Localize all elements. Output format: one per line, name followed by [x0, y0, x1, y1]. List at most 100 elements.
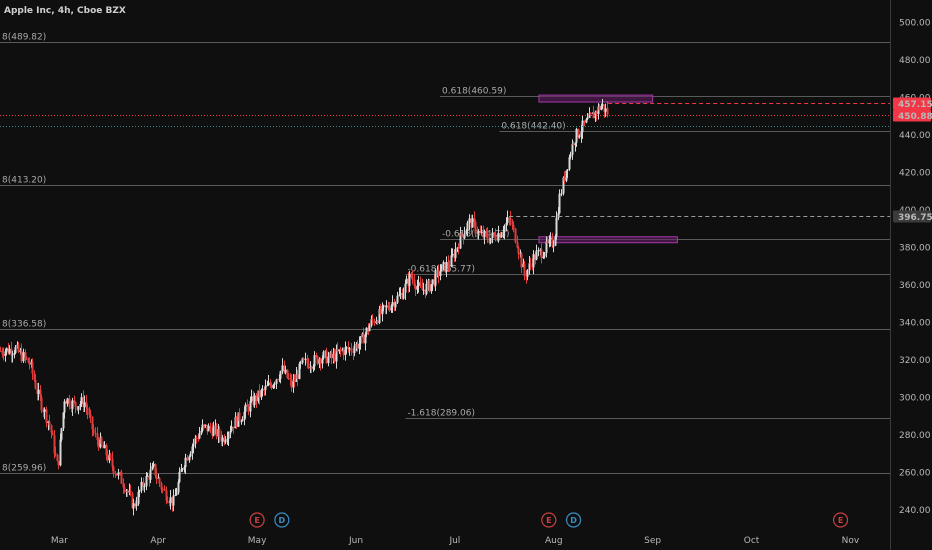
candle-body	[604, 108, 607, 112]
event-marker-label: D	[279, 516, 286, 525]
candle-body	[410, 273, 413, 277]
candle-body	[195, 437, 198, 439]
candle-body	[307, 363, 310, 369]
candle-body	[543, 252, 546, 257]
candle-body	[359, 336, 362, 344]
candle-body	[413, 279, 416, 286]
candle-body	[197, 438, 200, 440]
candle-body	[549, 237, 552, 240]
candle-body	[201, 424, 204, 431]
candle-body	[115, 474, 118, 476]
candle-body	[342, 349, 345, 356]
candle-body	[57, 461, 60, 466]
candle-body	[578, 135, 581, 138]
candle-body	[298, 363, 301, 379]
candle-body	[451, 253, 454, 256]
candle-body	[175, 492, 178, 496]
candle-body	[28, 362, 31, 365]
candle-body	[468, 218, 471, 223]
candle-body	[316, 356, 319, 364]
candle-body	[463, 233, 466, 239]
candle-body	[253, 395, 256, 405]
candle-body	[371, 319, 374, 321]
candle-body	[43, 409, 46, 413]
candle-body	[569, 154, 572, 158]
time-tick-label: May	[248, 536, 267, 546]
candle-body	[77, 406, 80, 410]
candle-body	[112, 466, 115, 474]
candle-body	[439, 271, 442, 276]
candle-body	[321, 358, 324, 364]
candle-body	[284, 369, 287, 373]
candle-body	[120, 472, 123, 484]
candle-body	[457, 247, 460, 249]
candle-body	[583, 120, 586, 123]
candle-body	[122, 483, 125, 488]
candle-body	[25, 357, 28, 359]
candle-body	[396, 295, 399, 303]
candle-body	[146, 475, 149, 477]
candle-body	[17, 344, 20, 352]
candle-body	[577, 128, 580, 138]
fib-level-label: 8(259.96)	[2, 464, 46, 474]
candle-body	[272, 384, 275, 388]
time-axis[interactable]: Mar Apr May Jun Jul Aug Sep Oct Nov	[51, 536, 860, 546]
candle-body	[511, 223, 514, 225]
candle-body	[192, 442, 195, 447]
candle-body	[154, 463, 157, 476]
candle-body	[92, 429, 95, 433]
candle-body	[103, 444, 106, 449]
candle-body	[592, 112, 595, 119]
event-marker-label: E	[546, 516, 551, 525]
candle-body	[244, 404, 247, 412]
candle-body	[557, 213, 560, 218]
candle-body	[27, 358, 30, 363]
candle-body	[448, 266, 451, 268]
candle-body	[66, 398, 69, 404]
candle-body	[142, 481, 145, 487]
fib-levels: 8(489.82) 0.618(460.59) 0.618(442.40) 8(413…	[0, 33, 890, 474]
price-tag-bg	[893, 109, 931, 122]
candle-body	[485, 230, 488, 234]
candle-body	[575, 128, 578, 143]
candle-body	[13, 353, 16, 355]
supply-demand-zone	[538, 94, 654, 103]
candle-body	[0, 350, 2, 352]
candle-body	[586, 118, 589, 120]
candle-body	[240, 421, 243, 423]
candle-body	[390, 305, 393, 311]
candle-body	[428, 280, 431, 292]
candle-body	[353, 347, 356, 354]
candle-body	[399, 293, 402, 295]
candle-body	[529, 263, 532, 265]
candle-body	[258, 390, 261, 398]
candle-body	[325, 350, 328, 364]
candle-body	[532, 254, 535, 268]
earnings-marker	[832, 512, 849, 528]
candle-body	[370, 319, 373, 326]
candle-body	[10, 348, 13, 356]
candle-body	[269, 382, 272, 386]
fib-level-label: 8(336.58)	[2, 320, 46, 330]
candle-body	[315, 355, 318, 357]
candle-body	[421, 286, 424, 290]
candle-body	[53, 435, 56, 454]
candle-body	[86, 408, 89, 414]
candle-body	[235, 417, 238, 427]
candle-body	[8, 348, 11, 354]
candle-body	[169, 497, 172, 504]
candle-body	[230, 426, 233, 432]
candle-body	[223, 437, 226, 443]
candle-body	[5, 347, 8, 352]
price-axis[interactable]: 500.00480.00460.00440.00420.00400.00380.…	[893, 19, 932, 517]
candle-body	[491, 232, 494, 238]
candle-body	[542, 256, 545, 258]
candle-body	[447, 262, 450, 267]
candle-body	[238, 412, 241, 422]
candle-body	[571, 143, 574, 155]
candle-body	[218, 429, 221, 437]
candle-body	[589, 113, 592, 115]
candle-body	[430, 284, 433, 292]
candle-body	[368, 325, 371, 332]
